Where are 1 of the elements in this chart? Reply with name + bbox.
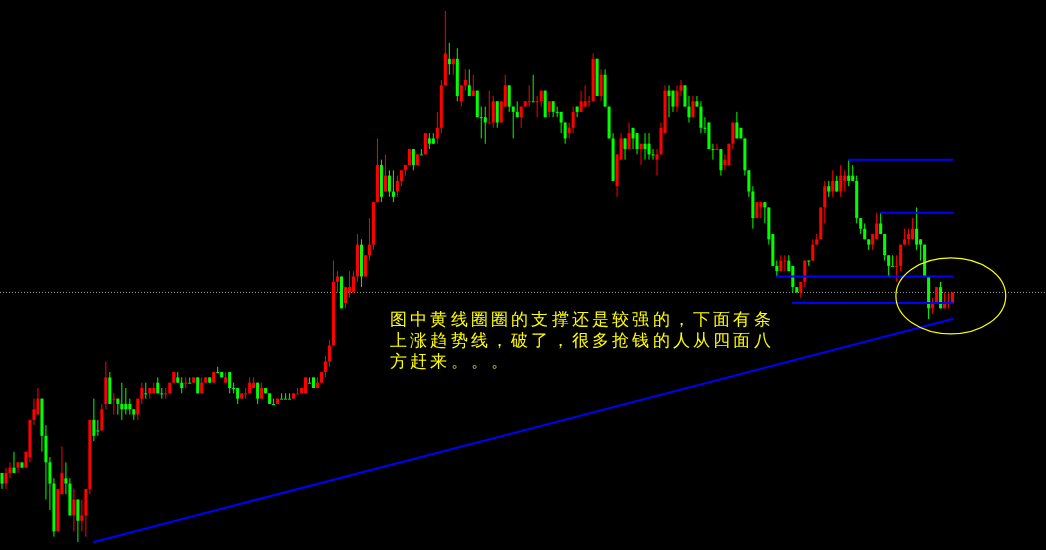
annotation: 图中黄线圈圈的支撑还是较强的，下面有条上涨趋势线，破了，很多抢钱的人从四面八方赶来。。。 bbox=[390, 309, 775, 372]
